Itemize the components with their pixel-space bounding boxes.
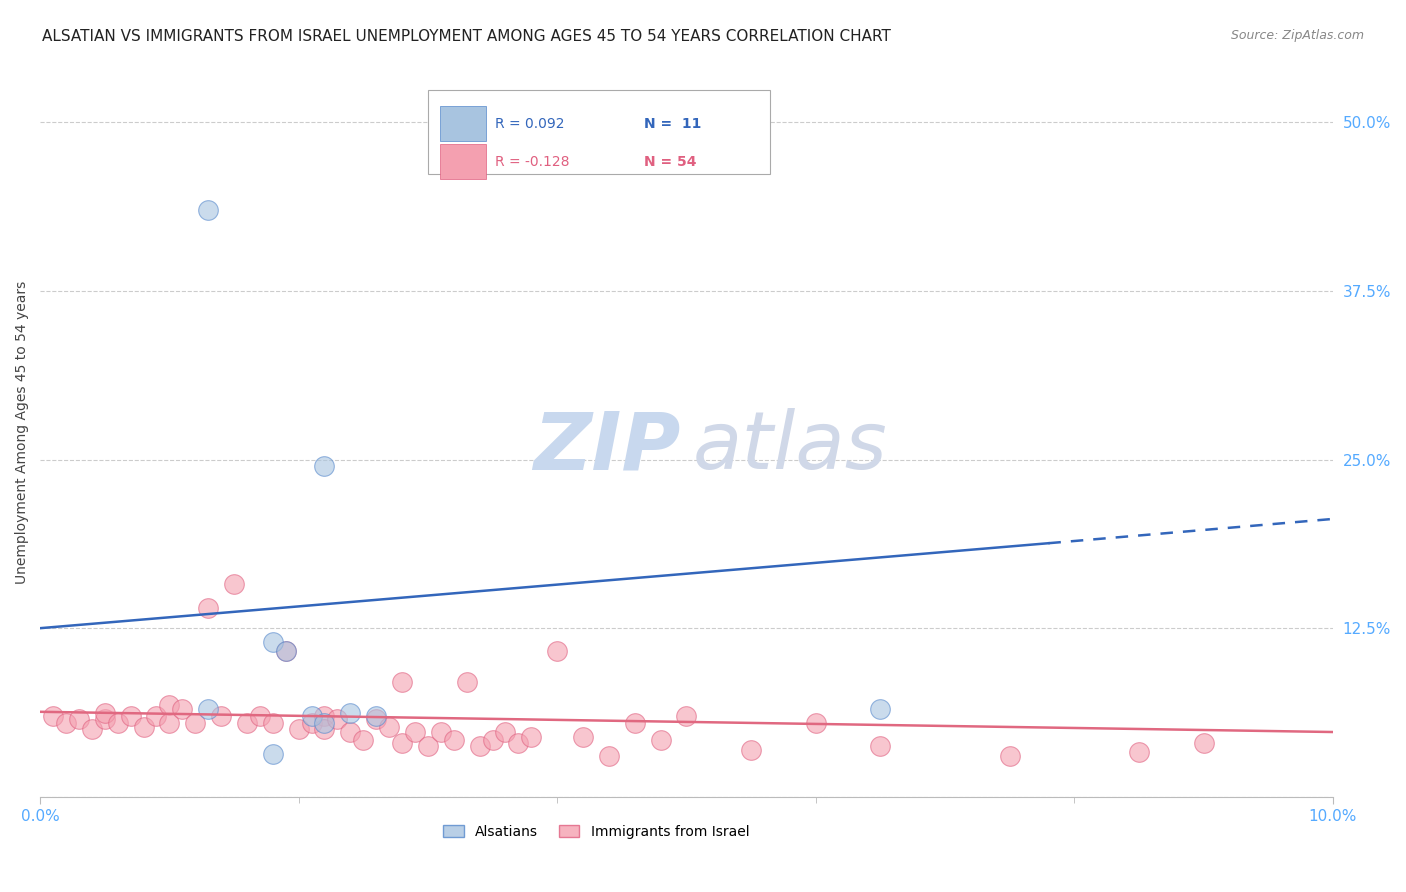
- Text: R = 0.092: R = 0.092: [495, 117, 565, 131]
- Point: [740, 742, 762, 756]
- Point: [132, 720, 155, 734]
- Point: [55, 715, 77, 730]
- Point: [495, 725, 517, 739]
- Text: Source: ZipAtlas.com: Source: ZipAtlas.com: [1230, 29, 1364, 42]
- Point: [93, 712, 115, 726]
- Text: R = -0.128: R = -0.128: [495, 154, 569, 169]
- Point: [326, 712, 349, 726]
- Point: [675, 709, 697, 723]
- Point: [404, 725, 426, 739]
- Point: [67, 712, 90, 726]
- Point: [481, 733, 503, 747]
- Text: ALSATIAN VS IMMIGRANTS FROM ISRAEL UNEMPLOYMENT AMONG AGES 45 TO 54 YEARS CORREL: ALSATIAN VS IMMIGRANTS FROM ISRAEL UNEMP…: [42, 29, 891, 44]
- Point: [430, 725, 453, 739]
- Point: [546, 644, 568, 658]
- Point: [378, 720, 401, 734]
- Legend: Alsatians, Immigrants from Israel: Alsatians, Immigrants from Israel: [437, 820, 755, 845]
- Point: [1192, 736, 1215, 750]
- Text: N =  11: N = 11: [644, 117, 702, 131]
- Point: [623, 715, 645, 730]
- FancyBboxPatch shape: [440, 145, 486, 179]
- Point: [366, 712, 388, 726]
- Point: [197, 601, 219, 615]
- Point: [197, 702, 219, 716]
- Point: [274, 644, 297, 658]
- Point: [262, 715, 284, 730]
- Point: [468, 739, 491, 753]
- Point: [456, 675, 478, 690]
- Point: [274, 644, 297, 658]
- Point: [598, 749, 620, 764]
- Point: [157, 715, 180, 730]
- Point: [339, 725, 361, 739]
- Point: [172, 702, 194, 716]
- Point: [262, 634, 284, 648]
- Point: [314, 715, 336, 730]
- Point: [1128, 745, 1150, 759]
- Point: [209, 709, 232, 723]
- Point: [520, 731, 543, 745]
- Point: [869, 739, 891, 753]
- Point: [287, 723, 309, 737]
- Point: [184, 715, 207, 730]
- Point: [42, 709, 65, 723]
- Point: [391, 736, 413, 750]
- Point: [301, 709, 323, 723]
- Point: [314, 459, 336, 474]
- Point: [416, 739, 439, 753]
- Point: [650, 733, 672, 747]
- Point: [804, 715, 827, 730]
- Point: [262, 747, 284, 761]
- Point: [443, 733, 465, 747]
- Point: [391, 675, 413, 690]
- Point: [145, 709, 167, 723]
- Point: [93, 706, 115, 720]
- FancyBboxPatch shape: [427, 90, 770, 174]
- Point: [869, 702, 891, 716]
- Text: N = 54: N = 54: [644, 154, 696, 169]
- Point: [197, 203, 219, 218]
- Point: [80, 723, 103, 737]
- Point: [314, 723, 336, 737]
- Point: [508, 736, 530, 750]
- Point: [352, 733, 374, 747]
- Point: [222, 576, 245, 591]
- Point: [998, 749, 1021, 764]
- Point: [236, 715, 259, 730]
- Point: [572, 731, 595, 745]
- Point: [314, 709, 336, 723]
- FancyBboxPatch shape: [440, 106, 486, 141]
- Point: [366, 709, 388, 723]
- Text: ZIP: ZIP: [533, 409, 681, 486]
- Text: atlas: atlas: [693, 409, 887, 486]
- Point: [301, 715, 323, 730]
- Point: [157, 698, 180, 712]
- Point: [120, 709, 142, 723]
- Y-axis label: Unemployment Among Ages 45 to 54 years: Unemployment Among Ages 45 to 54 years: [15, 281, 30, 584]
- Point: [339, 706, 361, 720]
- Point: [249, 709, 271, 723]
- Point: [107, 715, 129, 730]
